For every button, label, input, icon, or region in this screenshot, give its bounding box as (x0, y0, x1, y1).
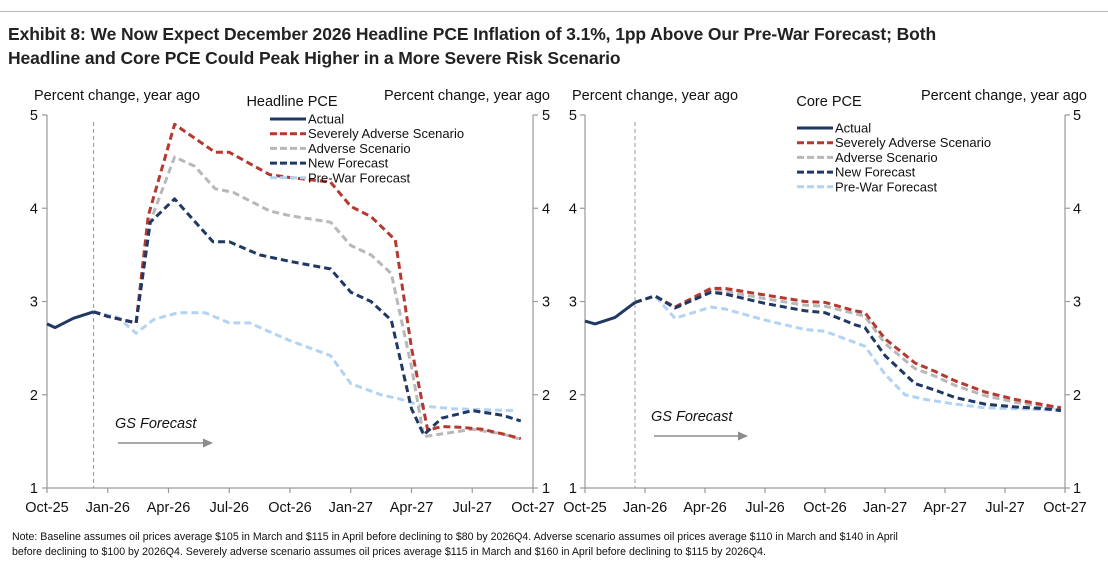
right-y-tick-label: 1 (542, 481, 550, 497)
left-y-tick-label: 4 (30, 201, 38, 217)
right-y-tick-label: 3 (542, 295, 550, 311)
legend-label-new-forecast: New Forecast (835, 165, 916, 180)
left-axis-label: Percent change, year ago (572, 88, 738, 104)
x-tick-label: Apr-27 (390, 500, 434, 516)
left-y-tick-label: 2 (569, 388, 577, 404)
x-tick-label: Jul-26 (210, 500, 250, 516)
left-y-tick-label: 5 (569, 108, 577, 124)
note-line-1: Note: Baseline assumes oil prices averag… (12, 531, 898, 543)
left-y-tick-label: 3 (569, 295, 577, 311)
legend-label-actual: Actual (835, 121, 871, 136)
legend-label-pre-war: Pre-War Forecast (308, 170, 410, 185)
forecast-arrow-icon (738, 431, 748, 441)
right-y-tick-label: 5 (542, 108, 550, 124)
x-tick-label: Jul-27 (453, 500, 493, 516)
chart-note: Note: Baseline assumes oil prices averag… (12, 530, 1097, 560)
series-line-actual (46, 310, 95, 330)
left-y-tick-label: 1 (30, 481, 38, 497)
right-y-tick-label: 2 (1073, 388, 1081, 404)
legend-label-pre-war: Pre-War Forecast (835, 179, 937, 194)
exhibit-title-line-1: Exhibit 8: We Now Expect December 2026 H… (8, 24, 937, 44)
right-y-tick-label: 2 (542, 388, 550, 404)
core-pce-chart: Percent change, year ago Percent change, … (563, 88, 1087, 516)
left-axis-label: Percent change, year ago (34, 88, 200, 104)
right-y-tick-label: 4 (542, 201, 550, 217)
series-line-severely-adverse (634, 286, 1062, 410)
note-line-2: before declining to $100 by 2026Q4. Seve… (12, 546, 767, 558)
legend-label-adverse: Adverse Scenario (308, 141, 411, 156)
x-tick-label: Oct-25 (563, 500, 607, 516)
panel-title: Headline PCE (246, 94, 337, 110)
x-tick-label: Jan-26 (623, 500, 667, 516)
series-line-severely-adverse (93, 122, 522, 441)
x-tick-label: Apr-26 (683, 500, 727, 516)
left-y-tick-label: 2 (30, 388, 38, 404)
x-tick-label: Oct-27 (511, 500, 555, 516)
x-tick-label: Jan-27 (329, 500, 373, 516)
right-y-tick-label: 5 (1073, 108, 1081, 124)
panel-title: Core PCE (796, 94, 862, 110)
series-line-pre-war (93, 310, 517, 413)
x-tick-label: Jan-27 (863, 500, 907, 516)
legend-label-severely-adverse: Severely Adverse Scenario (835, 135, 991, 150)
series-line-pre-war (634, 294, 1061, 412)
series-line-actual (584, 301, 636, 326)
x-tick-label: Jan-26 (86, 500, 130, 516)
right-y-tick-label: 3 (1073, 295, 1081, 311)
left-y-tick-label: 3 (30, 295, 38, 311)
left-y-tick-label: 4 (569, 201, 577, 217)
legend-label-severely-adverse: Severely Adverse Scenario (308, 126, 464, 141)
series-line-adverse (93, 155, 522, 441)
top-rule (0, 11, 1108, 12)
legend-label-actual: Actual (308, 112, 344, 127)
x-tick-label: Apr-27 (923, 500, 967, 516)
forecast-annotation: GS Forecast (651, 409, 733, 425)
charts-canvas: Percent change, year ago Percent change, … (25, 88, 1087, 516)
x-tick-label: Oct-26 (803, 500, 847, 516)
x-tick-label: Jul-27 (985, 500, 1025, 516)
x-tick-label: Oct-27 (1043, 500, 1087, 516)
series-line-new-forecast (93, 197, 522, 437)
forecast-arrow-icon (203, 438, 213, 448)
right-y-tick-label: 1 (1073, 481, 1081, 497)
exhibit-title-line-2: Headline and Core PCE Could Peak Higher … (8, 48, 621, 68)
exhibit-title: Exhibit 8: We Now Expect December 2026 H… (8, 22, 1103, 70)
x-tick-label: Oct-25 (25, 500, 69, 516)
series-line-new-forecast (634, 290, 1062, 413)
x-tick-label: Oct-26 (268, 500, 312, 516)
headline-pce-chart: Percent change, year ago Percent change, … (25, 88, 555, 516)
right-axis-label: Percent change, year ago (384, 88, 550, 104)
x-tick-label: Apr-26 (147, 500, 191, 516)
left-y-tick-label: 1 (569, 481, 577, 497)
right-axis-label: Percent change, year ago (921, 88, 1087, 104)
legend-label-new-forecast: New Forecast (308, 156, 389, 171)
right-y-tick-label: 4 (1073, 201, 1081, 217)
x-tick-label: Jul-26 (745, 500, 785, 516)
legend-label-adverse: Adverse Scenario (835, 150, 938, 165)
forecast-annotation: GS Forecast (115, 416, 197, 432)
left-y-tick-label: 5 (30, 108, 38, 124)
